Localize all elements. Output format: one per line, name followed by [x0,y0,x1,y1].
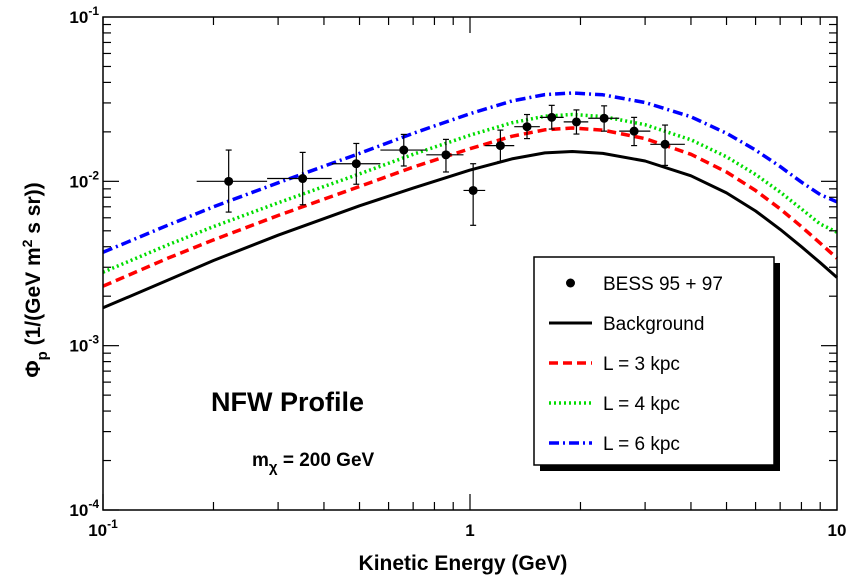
legend-item: L = 3 kpc [549,354,680,375]
data-point [563,109,589,135]
data-marker [468,185,478,195]
data-marker [660,139,670,149]
data-point [426,138,464,173]
legend-box [533,256,775,466]
y-axis-title-symbol: Φ [22,360,45,377]
data-point [267,151,332,206]
legend-item: L = 4 kpc [549,394,680,415]
data-marker [351,159,361,169]
series-line-l-4-kpc [102,112,838,274]
data-point [380,133,427,167]
x-axis-title: Kinetic Energy (GeV) [359,552,568,575]
data-point [331,142,381,185]
y-axis-title-sub: p [34,351,51,360]
axis-ticks [102,17,837,511]
legend-label: L = 3 kpc [603,354,680,375]
series-line-l-6-kpc [102,91,838,254]
mass-annotation-sub: χ [269,459,278,476]
data-marker [298,174,308,184]
y-axis-title-unit-a: (1/(GeV m [22,247,45,351]
data-marker [547,112,557,122]
curves-layer [102,91,839,310]
legend-label: L = 6 kpc [603,434,680,455]
data-point [619,116,651,147]
legend: BESS 95 + 97 Background L = 3 kpc L = 4 kpc… [533,256,780,471]
y-axis-title-unit-b: s sr)) [22,182,45,239]
mass-annotation-value: = 200 GeV [278,450,375,471]
data-point [650,124,685,167]
x-tick-label: 10 [828,521,847,540]
series-line-background [102,150,838,310]
data-point [588,105,620,132]
y-axis-title-sup: 2 [19,239,35,247]
data-marker [599,113,609,123]
legend-item: Background [549,314,704,335]
legend-label: Background [603,314,704,335]
tick-labels: 10-1 1 10 10-1 10-2 10-3 10-4 [69,4,846,540]
y-tick-label: 10-2 [69,168,99,191]
mass-annotation: mχ = 200 GeV [252,450,375,476]
data-marker [399,145,409,155]
x-tick-label: 10-1 [88,517,118,540]
x-tick-label: 1 [465,521,474,540]
data-marker [495,141,505,151]
legend-item: BESS 95 + 97 [566,274,723,295]
y-tick-label: 10-1 [69,4,99,27]
data-point [196,149,268,213]
data-point [463,163,486,226]
y-axis-title: Φp (1/(GeV m2 s sr)) [19,182,51,377]
data-marker [441,150,451,160]
data-marker [224,176,234,186]
data-point [539,104,564,130]
mass-annotation-symbol: m [252,450,269,471]
y-tick-label: 10-4 [69,497,99,520]
profile-annotation: NFW Profile [211,387,364,417]
data-marker [522,122,532,132]
legend-item: L = 6 kpc [549,434,680,455]
data-marker [571,117,581,127]
data-marker [629,126,639,136]
y-tick-label: 10-3 [69,333,99,356]
legend-marker [566,278,575,288]
data-point [485,129,515,163]
data-point [514,113,540,140]
legend-label: BESS 95 + 97 [603,274,723,295]
data-points-layer [196,104,685,226]
series-line-l-3-kpc [102,126,839,288]
legend-label: L = 4 kpc [603,394,680,415]
